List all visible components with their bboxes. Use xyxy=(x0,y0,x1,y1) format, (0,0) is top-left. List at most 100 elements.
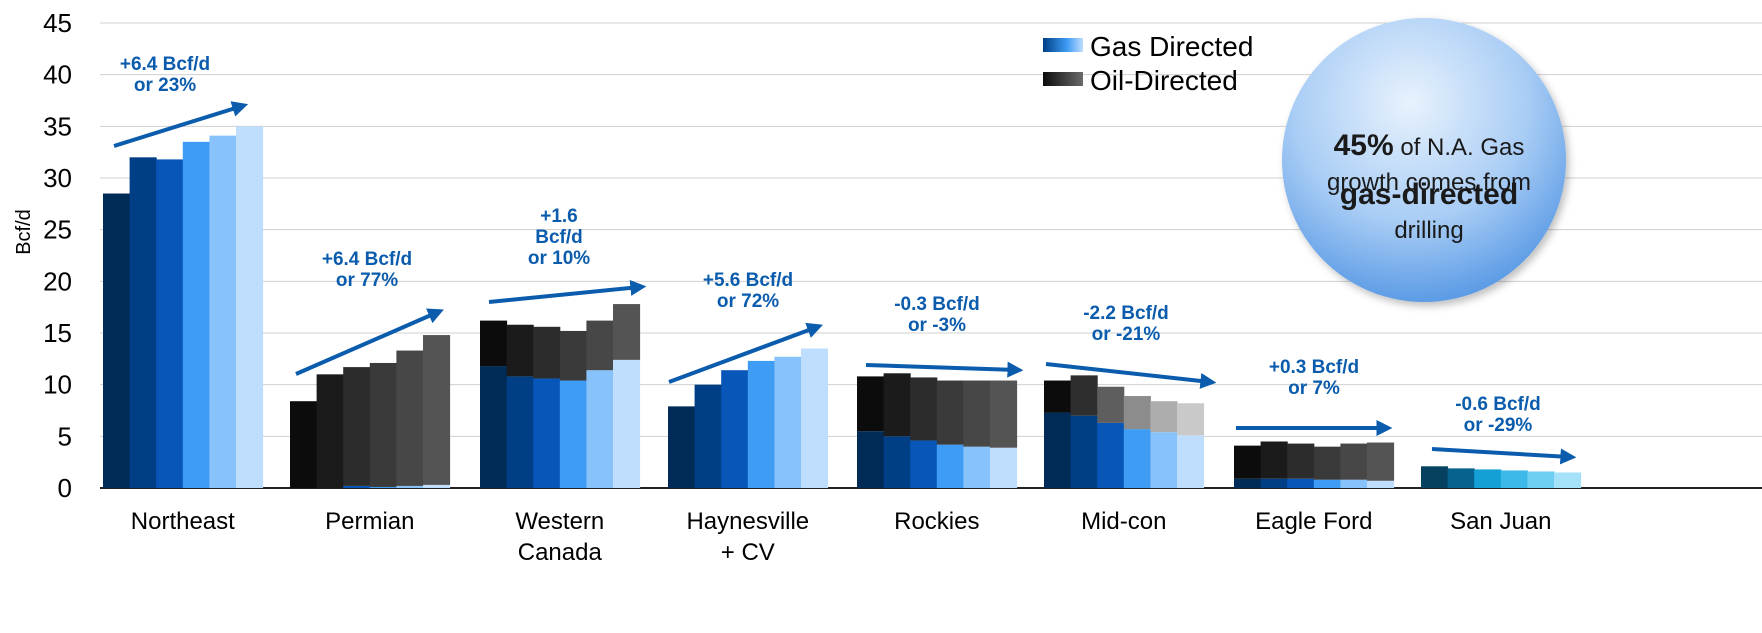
bar-oil-1-5 xyxy=(423,335,451,485)
bar-gas-1-2 xyxy=(343,485,371,488)
bar-gas-3-5 xyxy=(801,348,829,488)
bar-oil-6-2 xyxy=(1287,443,1315,479)
trend-arrow xyxy=(668,322,823,384)
bar-gas-4-0 xyxy=(857,431,885,488)
category-label: Eagle Ford xyxy=(1255,508,1372,535)
bars xyxy=(103,126,1582,489)
bar-gas-1-5 xyxy=(423,484,451,488)
bar-gas-2-5 xyxy=(613,359,641,488)
y-tick-label: 40 xyxy=(43,60,72,90)
bar-gas-3-4 xyxy=(774,356,802,488)
bar-gas-7-4 xyxy=(1527,471,1555,488)
bar-oil-1-1 xyxy=(316,374,344,488)
y-tick-label: 15 xyxy=(43,318,72,348)
bar-gas-4-2 xyxy=(910,440,938,488)
bar-oil-5-5 xyxy=(1177,403,1205,436)
bar-gas-7-3 xyxy=(1500,470,1528,488)
y-tick-label: 5 xyxy=(58,421,72,451)
bar-gas-6-3 xyxy=(1313,479,1341,488)
bar-oil-4-0 xyxy=(857,376,885,432)
bar-gas-1-3 xyxy=(369,486,397,488)
callout-circle xyxy=(1282,18,1566,302)
bar-oil-2-5 xyxy=(613,304,641,360)
bar-gas-6-5 xyxy=(1367,480,1395,488)
trend-arrow xyxy=(865,361,1024,378)
bar-gas-0-5 xyxy=(236,126,264,488)
annotation-text: -2.2 Bcf/d xyxy=(1083,303,1169,324)
bar-gas-6-4 xyxy=(1340,479,1368,488)
bar-oil-4-2 xyxy=(910,377,938,441)
category-label: Haynesville xyxy=(686,508,809,535)
trend-arrow xyxy=(295,308,444,376)
bar-gas-0-4 xyxy=(209,135,237,488)
annotation-text: -0.3 Bcf/d xyxy=(894,294,980,315)
bar-oil-1-0 xyxy=(290,401,318,488)
bar-oil-1-2 xyxy=(343,367,371,486)
category-label: Mid-con xyxy=(1081,508,1166,535)
bar-gas-3-3 xyxy=(747,360,775,488)
bar-oil-5-1 xyxy=(1070,375,1098,416)
callout-line-4: drilling xyxy=(1394,217,1463,244)
annotation-text: or 10% xyxy=(528,248,590,269)
bar-gas-5-4 xyxy=(1150,432,1178,488)
bar-gas-0-2 xyxy=(156,159,184,488)
annotation-text: or 7% xyxy=(1288,378,1340,399)
trend-arrow xyxy=(1431,447,1577,465)
category-label: + CV xyxy=(721,539,775,566)
bar-oil-4-4 xyxy=(963,380,991,447)
x-axis-categories: Northeast Permian Western Canada Haynesville… xyxy=(131,508,1552,566)
bar-oil-2-1 xyxy=(506,324,534,377)
bar-gas-1-4 xyxy=(396,485,424,488)
annotation-text: +1.6 xyxy=(540,206,578,227)
bar-gas-0-3 xyxy=(182,141,210,489)
annotation-text: +6.4 Bcf/d xyxy=(120,54,210,75)
callout-line-1: 45% of N.A. Gas xyxy=(1334,129,1525,162)
annotation-text: +5.6 Bcf/d xyxy=(703,270,793,291)
annotations: +6.4 Bcf/dor 23%+6.4 Bcf/dor 77%+1.6Bcf/… xyxy=(113,54,1577,465)
category-label: San Juan xyxy=(1450,508,1551,535)
bar-gas-7-5 xyxy=(1554,472,1582,488)
category-label: Western xyxy=(515,508,604,535)
bar-oil-2-0 xyxy=(480,320,508,367)
y-tick-label: 30 xyxy=(43,163,72,193)
legend-label-gas: Gas Directed xyxy=(1090,31,1253,62)
bar-gas-3-1 xyxy=(694,384,722,488)
bar-gas-5-2 xyxy=(1097,422,1125,488)
y-tick-label: 35 xyxy=(43,111,72,141)
bar-gas-5-5 xyxy=(1177,435,1205,488)
bar-gas-5-0 xyxy=(1044,412,1072,488)
bar-oil-6-0 xyxy=(1234,445,1262,479)
bar-gas-4-5 xyxy=(990,447,1018,488)
y-axis-label: Bcf/d xyxy=(13,209,35,255)
trend-arrow xyxy=(113,101,249,148)
y-tick-label: 25 xyxy=(43,215,72,245)
annotation-text: or -21% xyxy=(1092,324,1161,345)
bar-gas-4-3 xyxy=(936,444,964,488)
category-label: Permian xyxy=(325,508,414,535)
bar-gas-5-3 xyxy=(1123,429,1151,488)
bar-gas-2-2 xyxy=(533,378,561,488)
legend-swatch-oil xyxy=(1043,72,1083,86)
bar-oil-5-4 xyxy=(1150,401,1178,433)
y-tick-label: 10 xyxy=(43,370,72,400)
annotation-text: -0.6 Bcf/d xyxy=(1455,394,1541,415)
legend-swatch-gas xyxy=(1043,38,1083,52)
category-label: Northeast xyxy=(131,508,235,535)
bar-oil-1-3 xyxy=(369,362,397,487)
callout-bubble: 45% of N.A. Gas growth comes from gas-di… xyxy=(1282,18,1566,302)
bar-oil-6-1 xyxy=(1260,441,1288,479)
bar-gas-5-1 xyxy=(1070,415,1098,488)
callout-line-3: gas-directed xyxy=(1340,178,1518,211)
bar-oil-2-3 xyxy=(559,330,587,381)
bar-gas-0-1 xyxy=(129,157,157,489)
annotation-text: or -29% xyxy=(1464,415,1533,436)
bar-gas-2-1 xyxy=(506,376,534,488)
annotation-text: +6.4 Bcf/d xyxy=(322,249,412,270)
bar-oil-2-2 xyxy=(533,326,561,379)
bar-gas-0-0 xyxy=(103,193,131,488)
bar-oil-4-5 xyxy=(990,380,1018,448)
annotation-text: +0.3 Bcf/d xyxy=(1269,357,1359,378)
bar-gas-7-0 xyxy=(1421,466,1449,488)
bar-oil-5-3 xyxy=(1123,396,1151,430)
